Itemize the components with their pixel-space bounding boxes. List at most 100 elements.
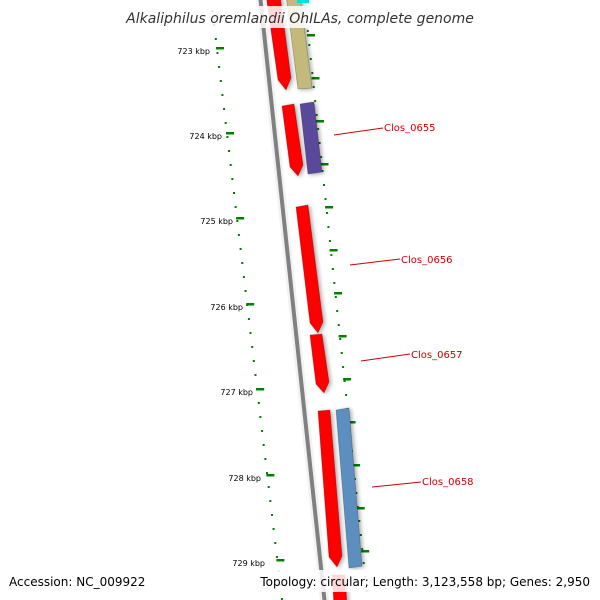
- tick-label: 728 kbp: [228, 474, 261, 483]
- guide-dot-outer: [315, 114, 318, 116]
- genome-backbone: [256, 0, 329, 600]
- guide-dot-outer: [343, 380, 346, 382]
- guide-dot-outer: [309, 58, 312, 60]
- guide-dot-outer: [323, 184, 325, 186]
- guide-dot-inner: [266, 472, 268, 474]
- guide-dot-inner: [239, 248, 242, 250]
- minor-tick-outer: [361, 550, 370, 553]
- tick-label: 729 kbp: [232, 559, 265, 568]
- guide-dot-inner: [231, 178, 234, 180]
- guide-dot-outer: [308, 44, 311, 46]
- guide-dot-inner: [237, 234, 240, 236]
- cds-arrow-clos-0657[interactable]: [309, 333, 330, 394]
- guide-dot-outer: [312, 86, 315, 88]
- guide-dot-inner: [257, 402, 260, 404]
- gene-label-clos-0655[interactable]: Clos_0655: [384, 123, 436, 134]
- guide-dot-inner: [233, 192, 235, 194]
- guide-dot-outer: [314, 100, 317, 102]
- guide-dot-inner: [228, 150, 230, 152]
- guide-dot-outer: [324, 198, 327, 200]
- minor-tick-outer: [338, 335, 347, 338]
- gene-label-clos-0656[interactable]: Clos_0656: [401, 255, 453, 266]
- tick-label: 726 kbp: [210, 303, 243, 312]
- guide-dot-inner: [267, 486, 270, 488]
- guide-dot-inner: [223, 108, 226, 110]
- guide-dot-outer: [333, 282, 336, 284]
- guide-dot-inner: [262, 444, 265, 446]
- guide-dot-outer: [330, 254, 333, 256]
- gene-labels: Clos_0655 Clos_0656 Clos_0657 Clos_0658: [384, 123, 474, 488]
- feature-purple[interactable]: [299, 101, 323, 175]
- major-tick-inner: [236, 217, 245, 220]
- major-tick-inner: [266, 474, 275, 477]
- guide-dot-outer: [355, 492, 358, 494]
- minor-tick-outer: [329, 249, 338, 252]
- guide-dot-outer: [317, 128, 320, 130]
- major-tick-inner: [216, 47, 224, 50]
- feature-cyan[interactable]: [297, 0, 309, 3]
- guide-dot-inner: [242, 276, 245, 278]
- tick-label: 724 kbp: [189, 132, 222, 141]
- minor-tick-outer: [343, 378, 352, 381]
- guide-dot-inner: [247, 318, 250, 320]
- genome-summary-label: Topology: circular; Length: 3,123,558 bp…: [259, 575, 590, 589]
- label-leader-line: [360, 353, 411, 362]
- guide-dot-outer: [331, 268, 334, 270]
- guide-dot-inner: [261, 430, 264, 432]
- guide-dot-outer: [311, 72, 314, 74]
- guide-dot-inner: [274, 542, 277, 544]
- guide-dot-outer: [328, 240, 331, 242]
- footer-backdrop: [0, 570, 600, 592]
- gene-label-clos-0657[interactable]: Clos_0657: [411, 350, 463, 361]
- guide-dot-outer: [342, 366, 345, 368]
- guide-dot-inner: [272, 528, 275, 530]
- cds-arrow-clos-0656[interactable]: [295, 204, 324, 334]
- tick-label: 723 kbp: [177, 47, 210, 56]
- gene-label-clos-0658[interactable]: Clos_0658: [422, 477, 474, 488]
- minor-tick-outer: [307, 34, 315, 37]
- label-leader-line: [371, 481, 422, 488]
- guide-dot-inner: [219, 80, 222, 82]
- guide-dot-inner: [224, 122, 227, 124]
- guide-dot-inner: [216, 52, 219, 54]
- feature-steelblue[interactable]: [335, 407, 363, 569]
- guide-dot-outer: [345, 394, 348, 396]
- guide-dot-inner: [244, 290, 247, 292]
- major-tick-inner: [276, 559, 285, 562]
- guide-dot-inner: [275, 556, 278, 558]
- cds-arrow-clos-0658[interactable]: [317, 409, 343, 568]
- guide-dot-outer: [306, 30, 309, 32]
- guide-dot-outer: [362, 562, 365, 564]
- tick-labels: 723 kbp 724 kbp 725 kbp 726 kbp 727 kbp …: [177, 47, 265, 568]
- minor-tick-outer: [320, 163, 329, 166]
- guide-dot-inner: [236, 220, 239, 222]
- guide-dot-outer: [326, 212, 328, 214]
- tick-label: 727 kbp: [220, 388, 253, 397]
- guide-dot-inner: [271, 514, 273, 516]
- guide-dot-outer: [318, 142, 321, 144]
- guide-dot-inner: [214, 38, 217, 40]
- guide-dot-inner: [234, 206, 237, 208]
- guide-dot-outer: [339, 338, 342, 340]
- guide-dot-inner: [241, 262, 244, 264]
- cds-arrow-clos-0655[interactable]: [281, 103, 304, 177]
- guide-dot-outer: [359, 534, 362, 536]
- guide-dot-outer: [334, 296, 337, 298]
- tick-label: 725 kbp: [200, 217, 233, 226]
- guide-dot-outer: [340, 352, 343, 354]
- backbone-line: [258, 0, 327, 600]
- major-tick-inner: [256, 388, 265, 391]
- guide-dot-inner: [218, 66, 221, 68]
- minor-tick-outer: [325, 206, 334, 209]
- guide-dot-outer: [321, 170, 324, 172]
- guide-dot-inner: [221, 94, 224, 96]
- minor-tick-outer: [334, 292, 343, 295]
- gene-label-lines: [333, 127, 422, 488]
- guide-dot-inner: [226, 136, 229, 138]
- page-title: Alkaliphilus oremlandii OhILAs, complete…: [125, 11, 474, 27]
- guide-dot-inner: [254, 374, 257, 376]
- guide-dot-inner: [259, 416, 262, 418]
- guide-dot-inner: [252, 360, 255, 362]
- guide-dot-outer: [358, 520, 361, 522]
